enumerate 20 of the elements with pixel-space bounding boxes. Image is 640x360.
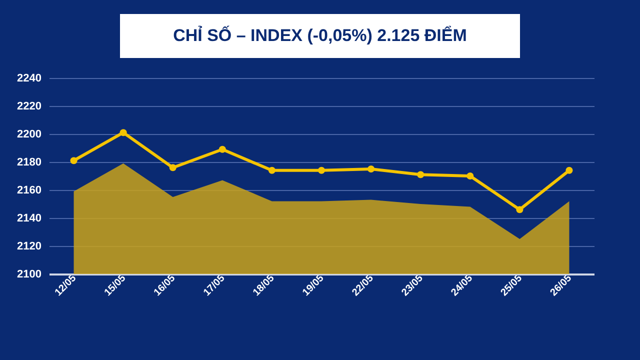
point (70, 157, 78, 164)
point (466, 172, 474, 180)
y-tick-label: 2180 (17, 156, 42, 168)
point (218, 146, 226, 153)
y-tick-label: 2140 (17, 212, 42, 224)
point (566, 166, 573, 174)
point (368, 165, 375, 173)
y-tick-label: 2120 (17, 240, 42, 252)
y-tick-label: 2100 (17, 268, 42, 280)
chart-title: CHỈ SỐ – INDEX (-0,05%) 2.125 ĐIỂM (120, 14, 520, 58)
y-tick-label: 2240 (17, 72, 42, 84)
point (268, 166, 276, 174)
y-tick-label: 2160 (17, 184, 42, 196)
point (120, 129, 127, 136)
point (169, 164, 176, 172)
y-tick-label: 2200 (17, 128, 42, 140)
point (516, 206, 524, 214)
point (417, 171, 424, 178)
y-tick-label: 2220 (17, 100, 42, 112)
point (318, 166, 326, 174)
